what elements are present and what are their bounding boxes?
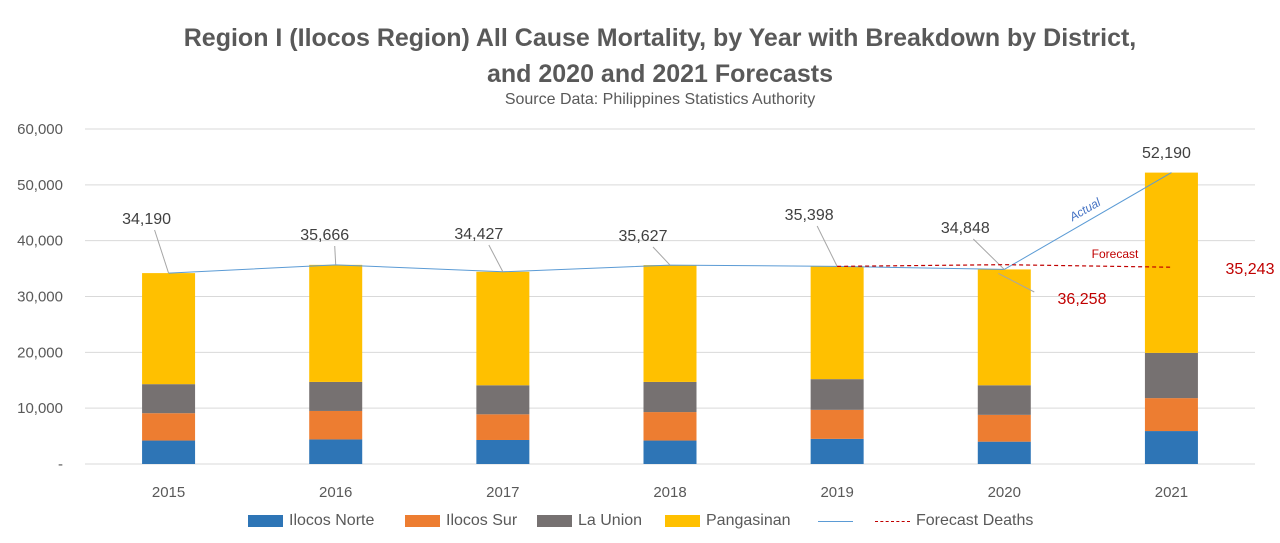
chart-title-line-1: Region I (Ilocos Region) All Cause Morta…	[183, 24, 1137, 52]
y-tick-label: 20,000	[17, 344, 63, 361]
data-label-leader	[154, 229, 170, 274]
bar-ilocos-norte-2020	[977, 441, 1031, 464]
actual-deaths-line	[168, 172, 1172, 274]
bar-pangasinan-2017	[476, 271, 530, 386]
bar-ilocos-sur-2017	[476, 414, 530, 440]
legend-label-pangasinan: Pangasinan	[706, 512, 791, 529]
bar-ilocos-norte-2021	[1144, 431, 1198, 464]
forecast-data-label-2021: 35,243	[1226, 261, 1275, 278]
chart-subtitle: Source Data: Philippines Statistics Auth…	[504, 91, 816, 108]
x-tick-label: 2016	[319, 484, 352, 501]
bar-la-union-2016	[309, 381, 363, 411]
bar-ilocos-norte-2015	[142, 440, 196, 464]
bar-pangasinan-2018	[643, 265, 697, 382]
bar-la-union-2021	[1144, 352, 1198, 399]
y-tick-label: 40,000	[17, 233, 63, 250]
forecast-label-leader	[998, 272, 1035, 293]
legend-item-ilocos-sur: Ilocos Sur	[405, 510, 517, 532]
y-tick-label: 60,000	[17, 121, 63, 138]
legend-item-forecast-deaths: Forecast Deaths	[875, 510, 1033, 532]
chart-title-line-2: and 2020 and 2021 Forecasts	[486, 60, 834, 88]
bar-ilocos-sur-2016	[309, 410, 363, 440]
legend-label-forecast-deaths: Forecast Deaths	[916, 512, 1034, 529]
bar-pangasinan-2021	[1144, 172, 1198, 353]
x-tick-label: 2018	[653, 484, 686, 501]
legend-swatch-la-union	[537, 515, 572, 527]
data-label-leader	[488, 244, 504, 273]
legend-swatch-ilocos-norte	[248, 515, 283, 527]
bar-ilocos-sur-2015	[142, 413, 196, 441]
y-tick-label: 30,000	[17, 289, 63, 306]
bar-pangasinan-2020	[977, 269, 1031, 386]
bar-ilocos-sur-2019	[810, 409, 864, 439]
bar-pangasinan-2015	[142, 273, 196, 385]
legend-swatch-actual-line	[818, 520, 853, 522]
x-tick-label: 2015	[152, 484, 185, 501]
actual-data-label: 35,398	[785, 207, 834, 224]
actual-data-label: 34,427	[454, 226, 503, 243]
x-tick-label: 2020	[988, 484, 1021, 501]
forecast-annotation: Forecast	[1092, 247, 1139, 261]
bar-ilocos-sur-2021	[1144, 398, 1198, 432]
bar-ilocos-norte-2016	[309, 439, 363, 464]
actual-annotation: Actual	[1066, 195, 1103, 225]
x-tick-label: 2021	[1155, 484, 1188, 501]
legend-item-la-union: La Union	[537, 510, 642, 532]
legend-item-pangasinan: Pangasinan	[665, 510, 791, 532]
legend-label-ilocos-norte: Ilocos Norte	[289, 512, 375, 529]
bar-ilocos-norte-2018	[643, 440, 697, 464]
bar-la-union-2018	[643, 381, 697, 413]
forecast-data-label-2020: 36,258	[1058, 291, 1107, 308]
bar-la-union-2019	[810, 379, 864, 410]
chart-legend: Ilocos Norte Ilocos Sur La Union Pangasi…	[0, 510, 1280, 532]
bar-la-union-2017	[476, 385, 530, 415]
legend-item-actual-line	[818, 510, 859, 532]
actual-data-label: 34,848	[941, 220, 990, 237]
bar-pangasinan-2016	[309, 264, 363, 382]
legend-label-la-union: La Union	[578, 512, 643, 529]
actual-data-label: 52,190	[1142, 145, 1191, 162]
y-tick-label: -	[58, 456, 63, 473]
bar-la-union-2015	[142, 384, 196, 414]
chart-title: Region I (Ilocos Region) All Cause Morta…	[0, 20, 1280, 92]
y-tick-label: 50,000	[17, 177, 63, 194]
x-tick-label: 2019	[820, 484, 853, 501]
legend-swatch-ilocos-sur	[405, 515, 440, 527]
data-label-leader	[334, 245, 337, 265]
actual-data-label: 35,666	[300, 227, 349, 244]
data-label-leader	[816, 225, 838, 267]
bar-ilocos-sur-2018	[643, 412, 697, 441]
actual-data-label: 35,627	[619, 228, 668, 245]
legend-swatch-forecast-deaths	[875, 520, 910, 522]
bar-ilocos-norte-2019	[810, 438, 864, 464]
data-label-leader	[652, 246, 671, 266]
legend-item-ilocos-norte: Ilocos Norte	[248, 510, 374, 532]
x-tick-label: 2017	[486, 484, 519, 501]
y-tick-label: 10,000	[17, 400, 63, 417]
actual-data-label: 34,190	[122, 211, 171, 228]
bar-pangasinan-2019	[810, 266, 864, 380]
bar-la-union-2020	[977, 385, 1031, 415]
legend-swatch-pangasinan	[665, 515, 700, 527]
bar-ilocos-norte-2017	[476, 439, 530, 464]
legend-label-ilocos-sur: Ilocos Sur	[446, 512, 518, 529]
bar-ilocos-sur-2020	[977, 414, 1031, 442]
